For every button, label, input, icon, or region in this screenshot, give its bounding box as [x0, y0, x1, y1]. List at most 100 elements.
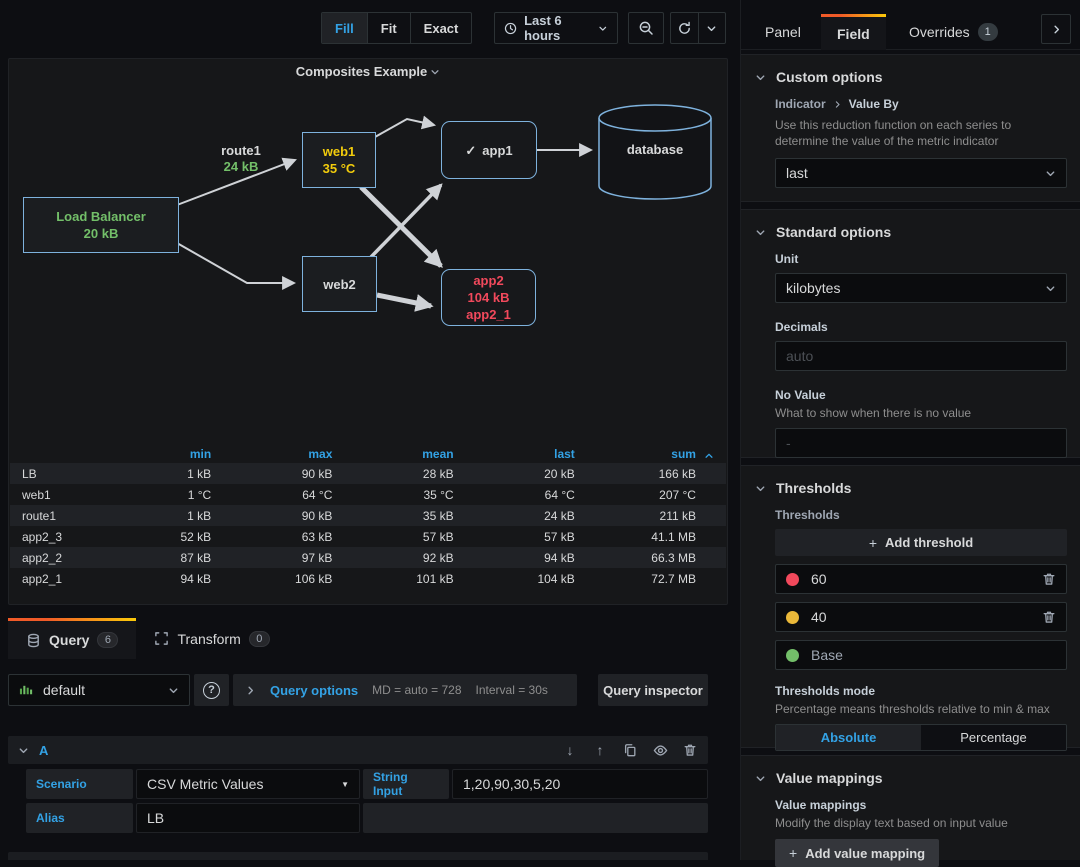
refresh-button[interactable] — [671, 13, 699, 43]
refresh-interval-dropdown[interactable] — [699, 13, 726, 43]
value-by-select[interactable]: last — [775, 158, 1067, 188]
cell-max: 97 kB — [301, 550, 333, 565]
table-row[interactable]: route1 1 kB 90 kB 35 kB 24 kB 211 kB — [10, 505, 726, 526]
tab-transform-label: Transform — [177, 630, 241, 647]
unit-select[interactable]: kilobytes — [775, 273, 1067, 303]
add-threshold-button[interactable]: + Add threshold — [775, 529, 1067, 556]
tab-transform[interactable]: Transform 0 — [136, 618, 287, 659]
scenario-select[interactable]: CSV Metric Values ▼ — [136, 769, 360, 799]
thresholds-label: Thresholds — [775, 508, 840, 522]
query-row-b-header[interactable] — [8, 852, 708, 860]
node-app2[interactable]: app2 104 kB app2_1 — [441, 269, 536, 326]
table-header-mean[interactable]: mean — [422, 446, 454, 461]
thresholds-mode-label: Thresholds mode — [775, 684, 876, 698]
node-name: web1 — [322, 144, 356, 159]
standard-options-header[interactable]: Standard options — [741, 210, 1080, 240]
section-custom-options: Custom options Indicator Value By Use th… — [741, 54, 1080, 202]
chevron-down-icon — [755, 72, 766, 83]
datasource-help-button[interactable]: ? — [194, 674, 229, 706]
tab-panel[interactable]: Panel — [765, 24, 801, 40]
table-row[interactable]: web1 1 °C 64 °C 35 °C 64 °C 207 °C — [10, 484, 726, 505]
decimals-input[interactable] — [775, 341, 1067, 371]
delete-threshold-icon[interactable] — [1042, 572, 1056, 586]
exact-button[interactable]: Exact — [423, 20, 459, 36]
zoom-out-button[interactable] — [628, 12, 664, 44]
node-value: 35 °C — [322, 161, 356, 176]
fit-button[interactable]: Fit — [368, 13, 411, 43]
threshold-value[interactable]: 40 — [811, 609, 827, 625]
tab-query[interactable]: Query 6 — [8, 618, 137, 659]
move-down-icon[interactable]: ↓ — [566, 742, 574, 758]
sort-asc-icon — [704, 451, 714, 461]
chevron-down-icon — [755, 773, 766, 784]
mode-percentage-button[interactable]: Percentage — [921, 725, 1066, 750]
table-header-max[interactable]: max — [308, 446, 333, 461]
threshold-color-swatch[interactable] — [786, 648, 799, 662]
value-mappings-header[interactable]: Value mappings — [741, 756, 1080, 786]
chevron-right-icon — [1053, 25, 1059, 33]
no-value-input[interactable] — [775, 428, 1067, 458]
table-row[interactable]: app2_3 52 kB 63 kB 57 kB 57 kB 41.1 MB — [10, 526, 726, 547]
node-name: app1 — [482, 142, 513, 158]
table-header-min[interactable]: min — [189, 446, 212, 461]
query-row-actions: ↓ ↑ — [562, 742, 698, 758]
transform-icon — [155, 632, 169, 645]
delete-threshold-icon[interactable] — [1042, 610, 1056, 624]
tab-query-label: Query — [49, 632, 90, 648]
cell-min: 87 kB — [180, 550, 212, 565]
fill-button[interactable]: Fill — [322, 13, 368, 43]
delete-query-icon[interactable] — [682, 742, 698, 758]
threshold-color-swatch[interactable] — [786, 610, 799, 624]
cell-min: 1 kB — [187, 508, 212, 523]
chevron-down-icon — [169, 687, 178, 693]
tab-overrides[interactable]: Overrides 1 — [893, 14, 1014, 50]
string-input-field[interactable] — [452, 769, 708, 799]
add-value-mapping-button[interactable]: + Add value mapping — [775, 839, 940, 867]
composites-diagram: Load Balancer 20 kB route1 24 kB web1 35… — [9, 59, 727, 459]
cell-last: 57 kB — [544, 529, 575, 544]
diagram-edges — [176, 104, 712, 312]
node-database[interactable]: database — [599, 111, 711, 187]
query-inspector-button[interactable]: Query inspector — [598, 674, 708, 706]
plus-icon: + — [868, 534, 878, 551]
value-mappings-label: Value mappings — [775, 798, 867, 812]
custom-options-body: Indicator Value By Use this reduction fu… — [741, 85, 1080, 202]
node-app1[interactable]: ✓ app1 — [441, 121, 537, 179]
node-web2[interactable]: web2 — [302, 256, 377, 312]
table-row[interactable]: app2_1 94 kB 106 kB 101 kB 104 kB 72.7 M… — [10, 568, 726, 589]
add-value-mapping-label: Add value mapping — [805, 845, 926, 861]
chevron-down-icon — [19, 747, 28, 753]
chevron-down-icon — [1045, 168, 1056, 179]
query-options-toggle[interactable]: Query options MD = auto = 728 Interval =… — [233, 674, 577, 706]
duplicate-icon[interactable] — [622, 742, 638, 758]
panel-title-menu[interactable]: Composites Example — [9, 64, 727, 79]
mode-absolute-button[interactable]: Absolute — [776, 725, 921, 750]
table-row[interactable]: app2_2 87 kB 97 kB 92 kB 94 kB 66.3 MB — [10, 547, 726, 568]
move-up-icon[interactable]: ↑ — [596, 742, 604, 758]
alias-label: Alias — [26, 803, 133, 833]
refresh-button-group — [670, 12, 726, 44]
threshold-value[interactable]: 60 — [811, 571, 827, 587]
cell-sum: 66.3 MB — [651, 550, 696, 565]
thresholds-body: Thresholds + Add threshold 60 40 Base Th… — [741, 496, 1080, 765]
node-load-balancer[interactable]: Load Balancer 20 kB — [23, 197, 179, 253]
time-range-picker[interactable]: Last 6 hours — [494, 12, 618, 44]
disable-query-icon[interactable] — [652, 742, 668, 758]
alias-field[interactable] — [136, 803, 360, 833]
query-row-a-header[interactable]: A ↓ ↑ — [8, 736, 708, 764]
table-header-sum[interactable]: sum — [605, 447, 726, 461]
caret-down-icon: ▼ — [341, 779, 349, 789]
table-header-last[interactable]: last — [554, 446, 575, 461]
table-row[interactable]: LB 1 kB 90 kB 28 kB 20 kB 166 kB — [10, 463, 726, 484]
cell-max: 90 kB — [301, 466, 333, 481]
threshold-color-swatch[interactable] — [786, 572, 799, 586]
datasource-picker[interactable]: default — [8, 674, 190, 706]
node-web1[interactable]: web1 35 °C — [302, 132, 376, 188]
collapse-pane-button[interactable] — [1041, 14, 1071, 44]
cell-mean: 35 °C — [423, 487, 454, 502]
cell-last: 104 kB — [537, 571, 575, 586]
custom-options-header[interactable]: Custom options — [741, 55, 1080, 85]
time-range-label: Last 6 hours — [524, 13, 562, 43]
thresholds-header[interactable]: Thresholds — [741, 466, 1080, 496]
tab-field[interactable]: Field — [821, 14, 886, 50]
